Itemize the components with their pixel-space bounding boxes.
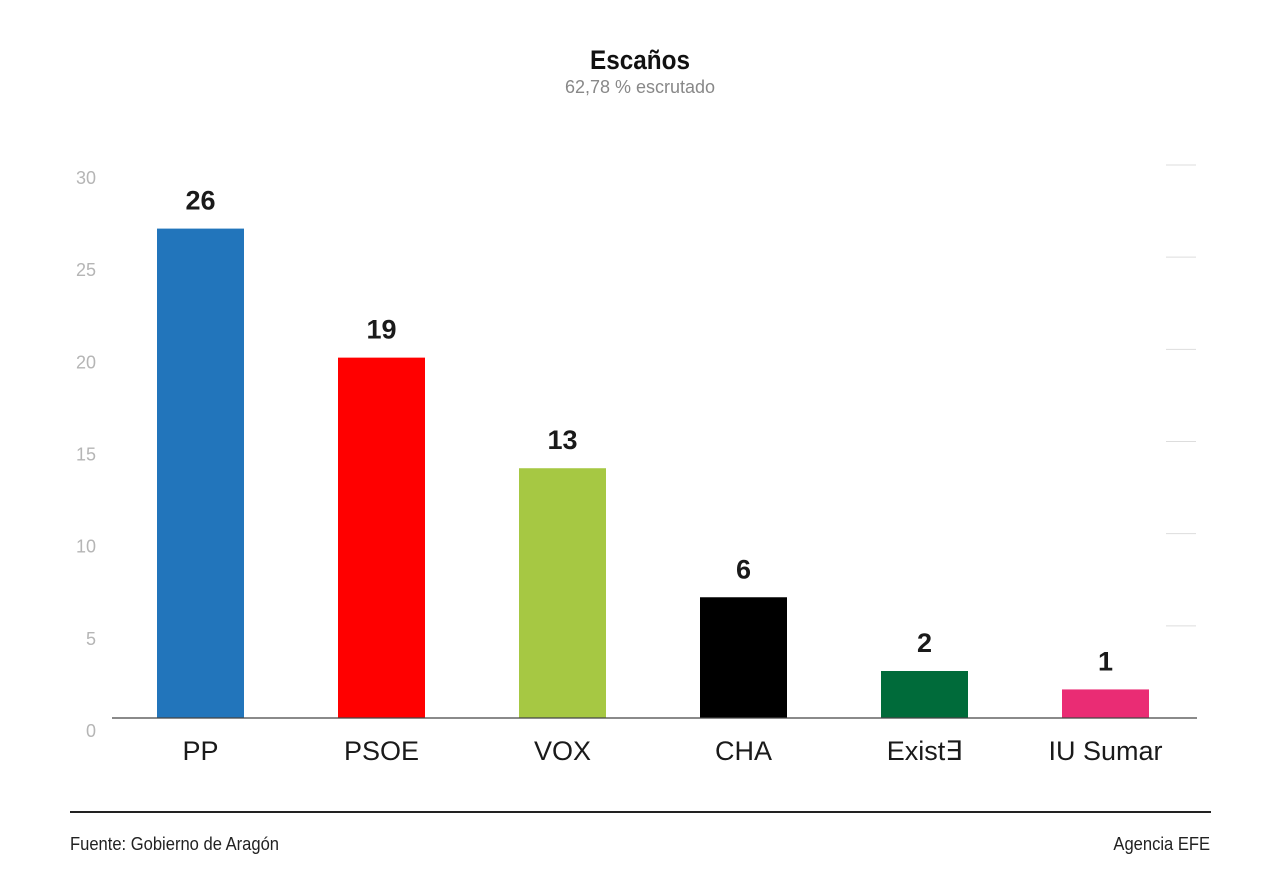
bar-value-label: 1 [1098,646,1113,676]
y-tick-label: 0 [86,721,96,741]
category-label: Exist∃ [887,736,963,766]
bar-value-label: 6 [736,554,751,584]
bar-chart: 0 5 10 15 20 25 30 26 PP 19 PSOE 13 VOX 6 CHA 2 Exist∃ 1 I… [76,164,1197,766]
bar [157,228,244,718]
category-label: CHA [715,736,772,766]
bar [881,670,968,718]
chart-title: Escaños [590,45,690,75]
y-tick-label: 15 [76,445,96,465]
bar [1062,689,1149,718]
bar [700,597,787,718]
y-tick-label: 30 [76,168,96,188]
y-tick-label: 20 [76,352,96,372]
y-tick-label: 10 [76,537,96,557]
chart-header: Escaños 62,78 % escrutado [0,44,1280,98]
category-label: PSOE [344,736,419,766]
category-label: IU Sumar [1048,736,1162,766]
bar [338,357,425,718]
footer-divider [70,811,1211,813]
category-label: VOX [534,736,591,766]
y-tick-label: 25 [76,260,96,280]
source-note: Fuente: Gobierno de Aragón [70,834,279,854]
bar-value-label: 19 [366,315,396,345]
chart-subtitle: 62,78 % escrutado [564,77,716,97]
bar [519,468,606,718]
bar-value-label: 26 [185,186,215,216]
category-label: PP [182,736,218,766]
y-tick-label: 5 [86,629,96,649]
bar-value-label: 13 [547,425,577,455]
credit-note: Agencia EFE [1113,834,1210,854]
bar-value-label: 2 [917,628,932,658]
